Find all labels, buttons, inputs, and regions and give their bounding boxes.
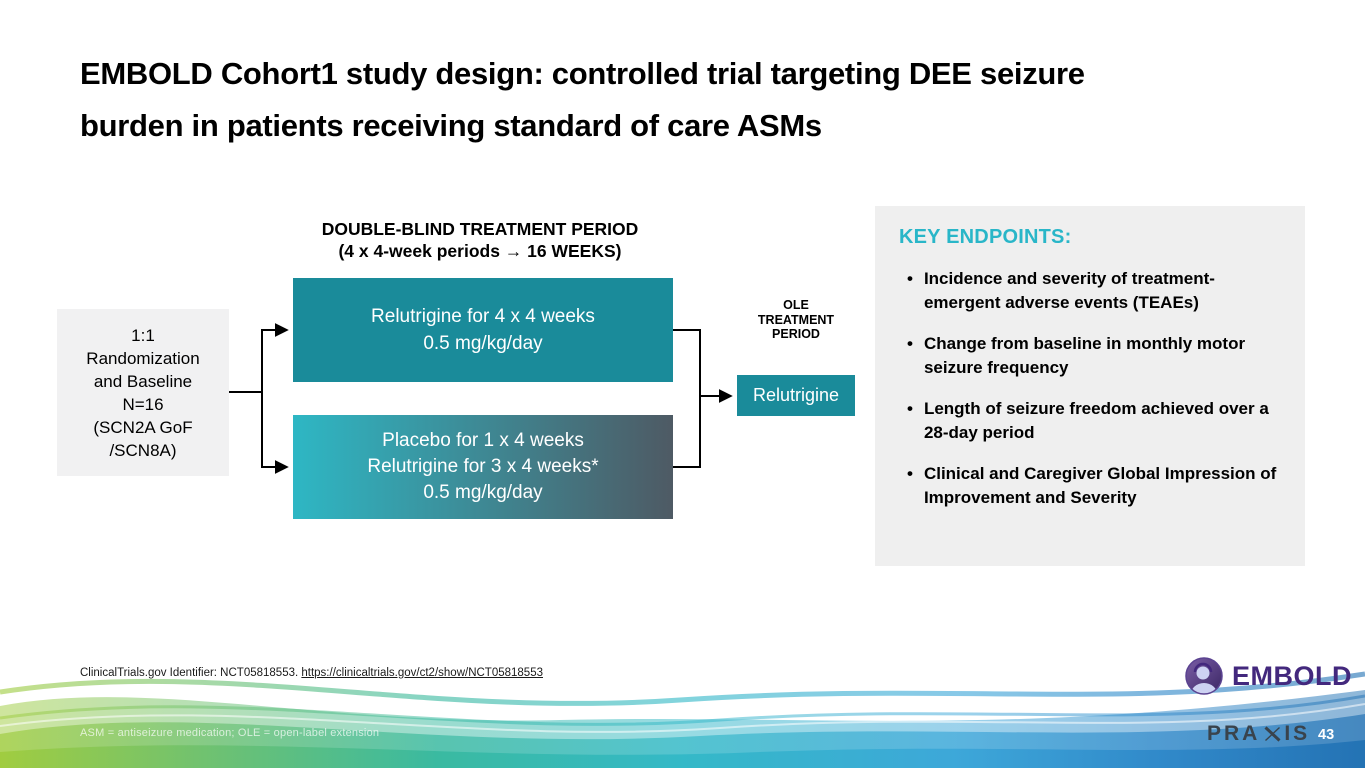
- bullet-icon: •: [907, 269, 913, 288]
- randomization-line: N=16: [122, 394, 164, 414]
- ole-label-line2: TREATMENT: [757, 312, 835, 327]
- clinicaltrials-link[interactable]: https://clinicaltrials.gov/ct2/show/NCT0…: [301, 666, 543, 679]
- placebo-arm-line2: Relutrigine for 3 x 4 weeks*: [367, 456, 599, 477]
- endpoint-item: • Clinical and Caregiver Global Impressi…: [907, 462, 1281, 509]
- slide-title-line2: burden in patients receiving standard of…: [80, 108, 822, 143]
- ole-relutrigine-box: Relutrigine: [737, 375, 855, 416]
- relutrigine-arm-box: Relutrigine for 4 x 4 weeks 0.5 mg/kg/da…: [293, 278, 673, 382]
- endpoint-text: Length of seizure freedom achieved over …: [923, 399, 1269, 442]
- embold-logo: EMBOLD: [1184, 656, 1352, 696]
- embold-logo-icon: [1184, 656, 1224, 696]
- ole-box-label: Relutrigine: [752, 385, 840, 405]
- relutrigine-arm-line2: 0.5 mg/kg/day: [423, 333, 543, 354]
- bullet-icon: •: [907, 334, 913, 353]
- randomization-line: /SCN8A): [109, 440, 177, 460]
- randomization-line: and Baseline: [93, 371, 193, 391]
- endpoint-item: • Length of seizure freedom achieved ove…: [907, 397, 1281, 444]
- embold-logo-text: EMBOLD: [1232, 660, 1352, 691]
- randomization-line: (SCN2A GoF: [93, 417, 193, 437]
- abbreviation-footnote: ASM = antiseizure medication; OLE = open…: [80, 727, 380, 739]
- endpoint-item: • Change from baseline in monthly motor …: [907, 332, 1281, 379]
- placebo-arm-line3: 0.5 mg/kg/day: [423, 482, 543, 503]
- ole-treatment-period-label: OLE TREATMENT PERIOD: [737, 298, 855, 342]
- praxis-logo-is: IS: [1284, 722, 1311, 745]
- randomization-box: 1:1 Randomization and Baseline N=16 (SCN…: [57, 309, 229, 476]
- endpoint-text: Clinical and Caregiver Global Impression…: [923, 464, 1277, 507]
- endpoint-text: Incidence and severity of treatment-emer…: [923, 269, 1215, 312]
- ole-label-line1: OLE: [783, 298, 809, 312]
- bullet-icon: •: [907, 399, 913, 418]
- slide-title: EMBOLD Cohort1 study design: controlled …: [80, 48, 1290, 152]
- slide-title-line1: EMBOLD Cohort1 study design: controlled …: [80, 56, 1085, 91]
- double-blind-period-line1: DOUBLE-BLIND TREATMENT PERIOD: [321, 219, 639, 239]
- citation-text: ClinicalTrials.gov Identifier: NCT058185…: [80, 666, 302, 679]
- relutrigine-arm-line1: Relutrigine for 4 x 4 weeks: [371, 306, 595, 327]
- double-blind-period-header: DOUBLE-BLIND TREATMENT PERIOD (4 x 4-wee…: [240, 218, 720, 262]
- key-endpoints-panel: KEY ENDPOINTS: • Incidence and severity …: [875, 206, 1305, 566]
- double-blind-period-line2: (4 x 4-week periods → 16 WEEKS): [338, 241, 622, 261]
- praxis-logo: PRA IS: [1207, 722, 1310, 746]
- randomization-line: 1:1: [131, 325, 155, 345]
- key-endpoints-list: • Incidence and severity of treatment-em…: [899, 267, 1281, 509]
- placebo-arm-line1: Placebo for 1 x 4 weeks: [382, 430, 584, 451]
- placebo-arm-box: Placebo for 1 x 4 weeks Relutrigine for …: [293, 415, 673, 519]
- page-number: 43: [1318, 727, 1335, 743]
- key-endpoints-heading: KEY ENDPOINTS:: [899, 226, 1072, 248]
- bullet-icon: •: [907, 464, 913, 483]
- ole-label-line3: PERIOD: [772, 327, 820, 341]
- endpoint-item: • Incidence and severity of treatment-em…: [907, 267, 1281, 314]
- randomization-line: Randomization: [86, 348, 200, 368]
- endpoint-text: Change from baseline in monthly motor se…: [923, 334, 1246, 377]
- clinicaltrials-citation: ClinicalTrials.gov Identifier: NCT058185…: [80, 667, 543, 679]
- praxis-x-icon: [1264, 726, 1281, 742]
- praxis-logo-pra: PRA: [1207, 722, 1261, 745]
